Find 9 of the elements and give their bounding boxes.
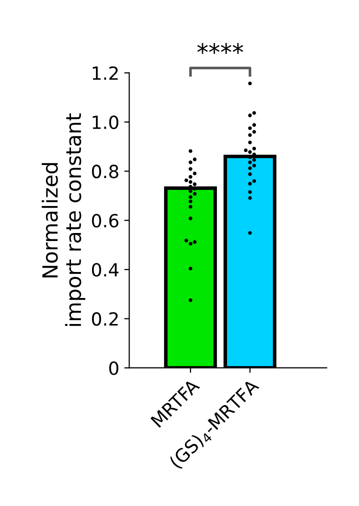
text: **** <box>197 43 244 54</box>
y-tick-label: 0.2 <box>92 312 118 326</box>
y-axis-title: Normalized import rate constant <box>42 113 86 326</box>
y-tick-label: 0 <box>109 361 118 375</box>
y-tick-label: 0.6 <box>92 214 118 228</box>
y-tick-label: 0.8 <box>92 164 118 178</box>
y-tick-label: 1.2 <box>92 66 118 80</box>
y-tick-label: 1.0 <box>92 115 118 130</box>
y-tick-label: 0.4 <box>92 262 119 277</box>
